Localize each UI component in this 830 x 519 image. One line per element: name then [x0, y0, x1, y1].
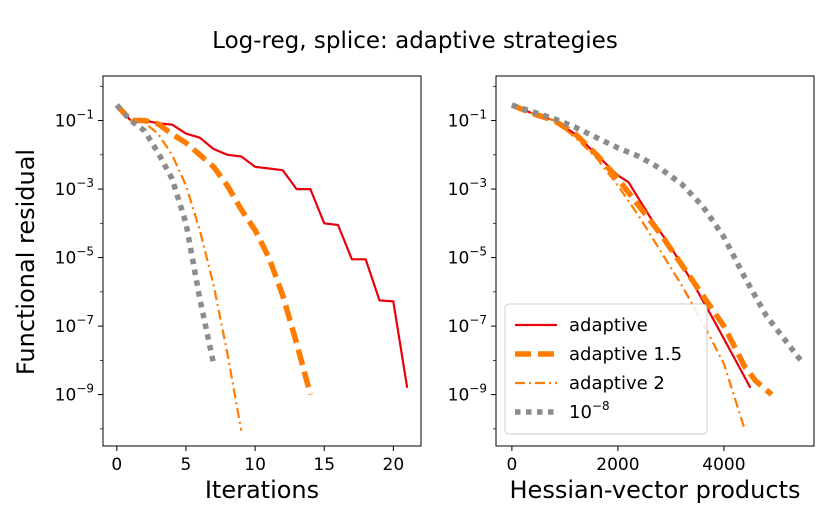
y-tick-label: 10−7	[448, 313, 487, 337]
legend-label: adaptive	[569, 315, 648, 336]
legend-label: adaptive 1.5	[569, 344, 682, 365]
series-line-adaptive-1-5	[114, 103, 314, 396]
panel-1: 0 5 10 15 20 10−1 10−3 10−5 10−7 10−9 Iterations	[55, 75, 422, 504]
series-line-1e-8	[511, 102, 803, 363]
x-tick-label: 5	[181, 455, 192, 475]
x-tick-label: 4000	[702, 455, 745, 475]
y-axis-label: Functional residual	[12, 149, 40, 375]
y-tick-label: 10−1	[55, 108, 94, 132]
chart-legend: adaptive adaptive 1.5 adaptive 2 10−8	[504, 303, 708, 435]
series-group	[114, 103, 409, 431]
series-line-1e-8	[114, 103, 217, 365]
x-axis-label: Hessian-vector products	[510, 476, 801, 504]
plot-frame	[102, 75, 422, 447]
chart-panels: 0 5 10 15 20 10−1 10−3 10−5 10−7 10−9 Iterations 0 2…	[55, 75, 815, 504]
y-tick-label: 10−3	[448, 176, 487, 200]
y-tick-label: 10−5	[55, 245, 94, 269]
y-tick-label: 10−7	[55, 313, 94, 337]
y-tick-label: 10−9	[448, 382, 487, 406]
legend-box	[504, 303, 708, 435]
y-tick-label: 10−9	[55, 382, 94, 406]
x-tick-label: 0	[506, 455, 517, 475]
series-line-adaptive-2	[115, 104, 243, 431]
y-tick-label: 10−1	[448, 108, 487, 132]
panel-2: 0 2000 4000 10−1 10−3 10−5 10−7 10−9 Hessian-vec…	[448, 75, 815, 504]
x-tick-label: 15	[313, 455, 335, 475]
series-line-adaptive	[115, 104, 409, 388]
x-axis-label: Iterations	[205, 476, 319, 504]
legend-label: adaptive 2	[569, 373, 665, 394]
x-tick-label: 2000	[596, 455, 639, 475]
chart-title: Log-reg, splice: adaptive strategies	[212, 28, 618, 54]
x-tick-label: 0	[111, 455, 122, 475]
y-tick-label: 10−5	[448, 245, 487, 269]
legend-label: 10−8	[569, 399, 610, 423]
x-tick-label: 20	[383, 455, 405, 475]
y-tick-label: 10−3	[55, 176, 94, 200]
x-tick-label: 10	[244, 455, 266, 475]
plot-frame	[495, 75, 815, 447]
